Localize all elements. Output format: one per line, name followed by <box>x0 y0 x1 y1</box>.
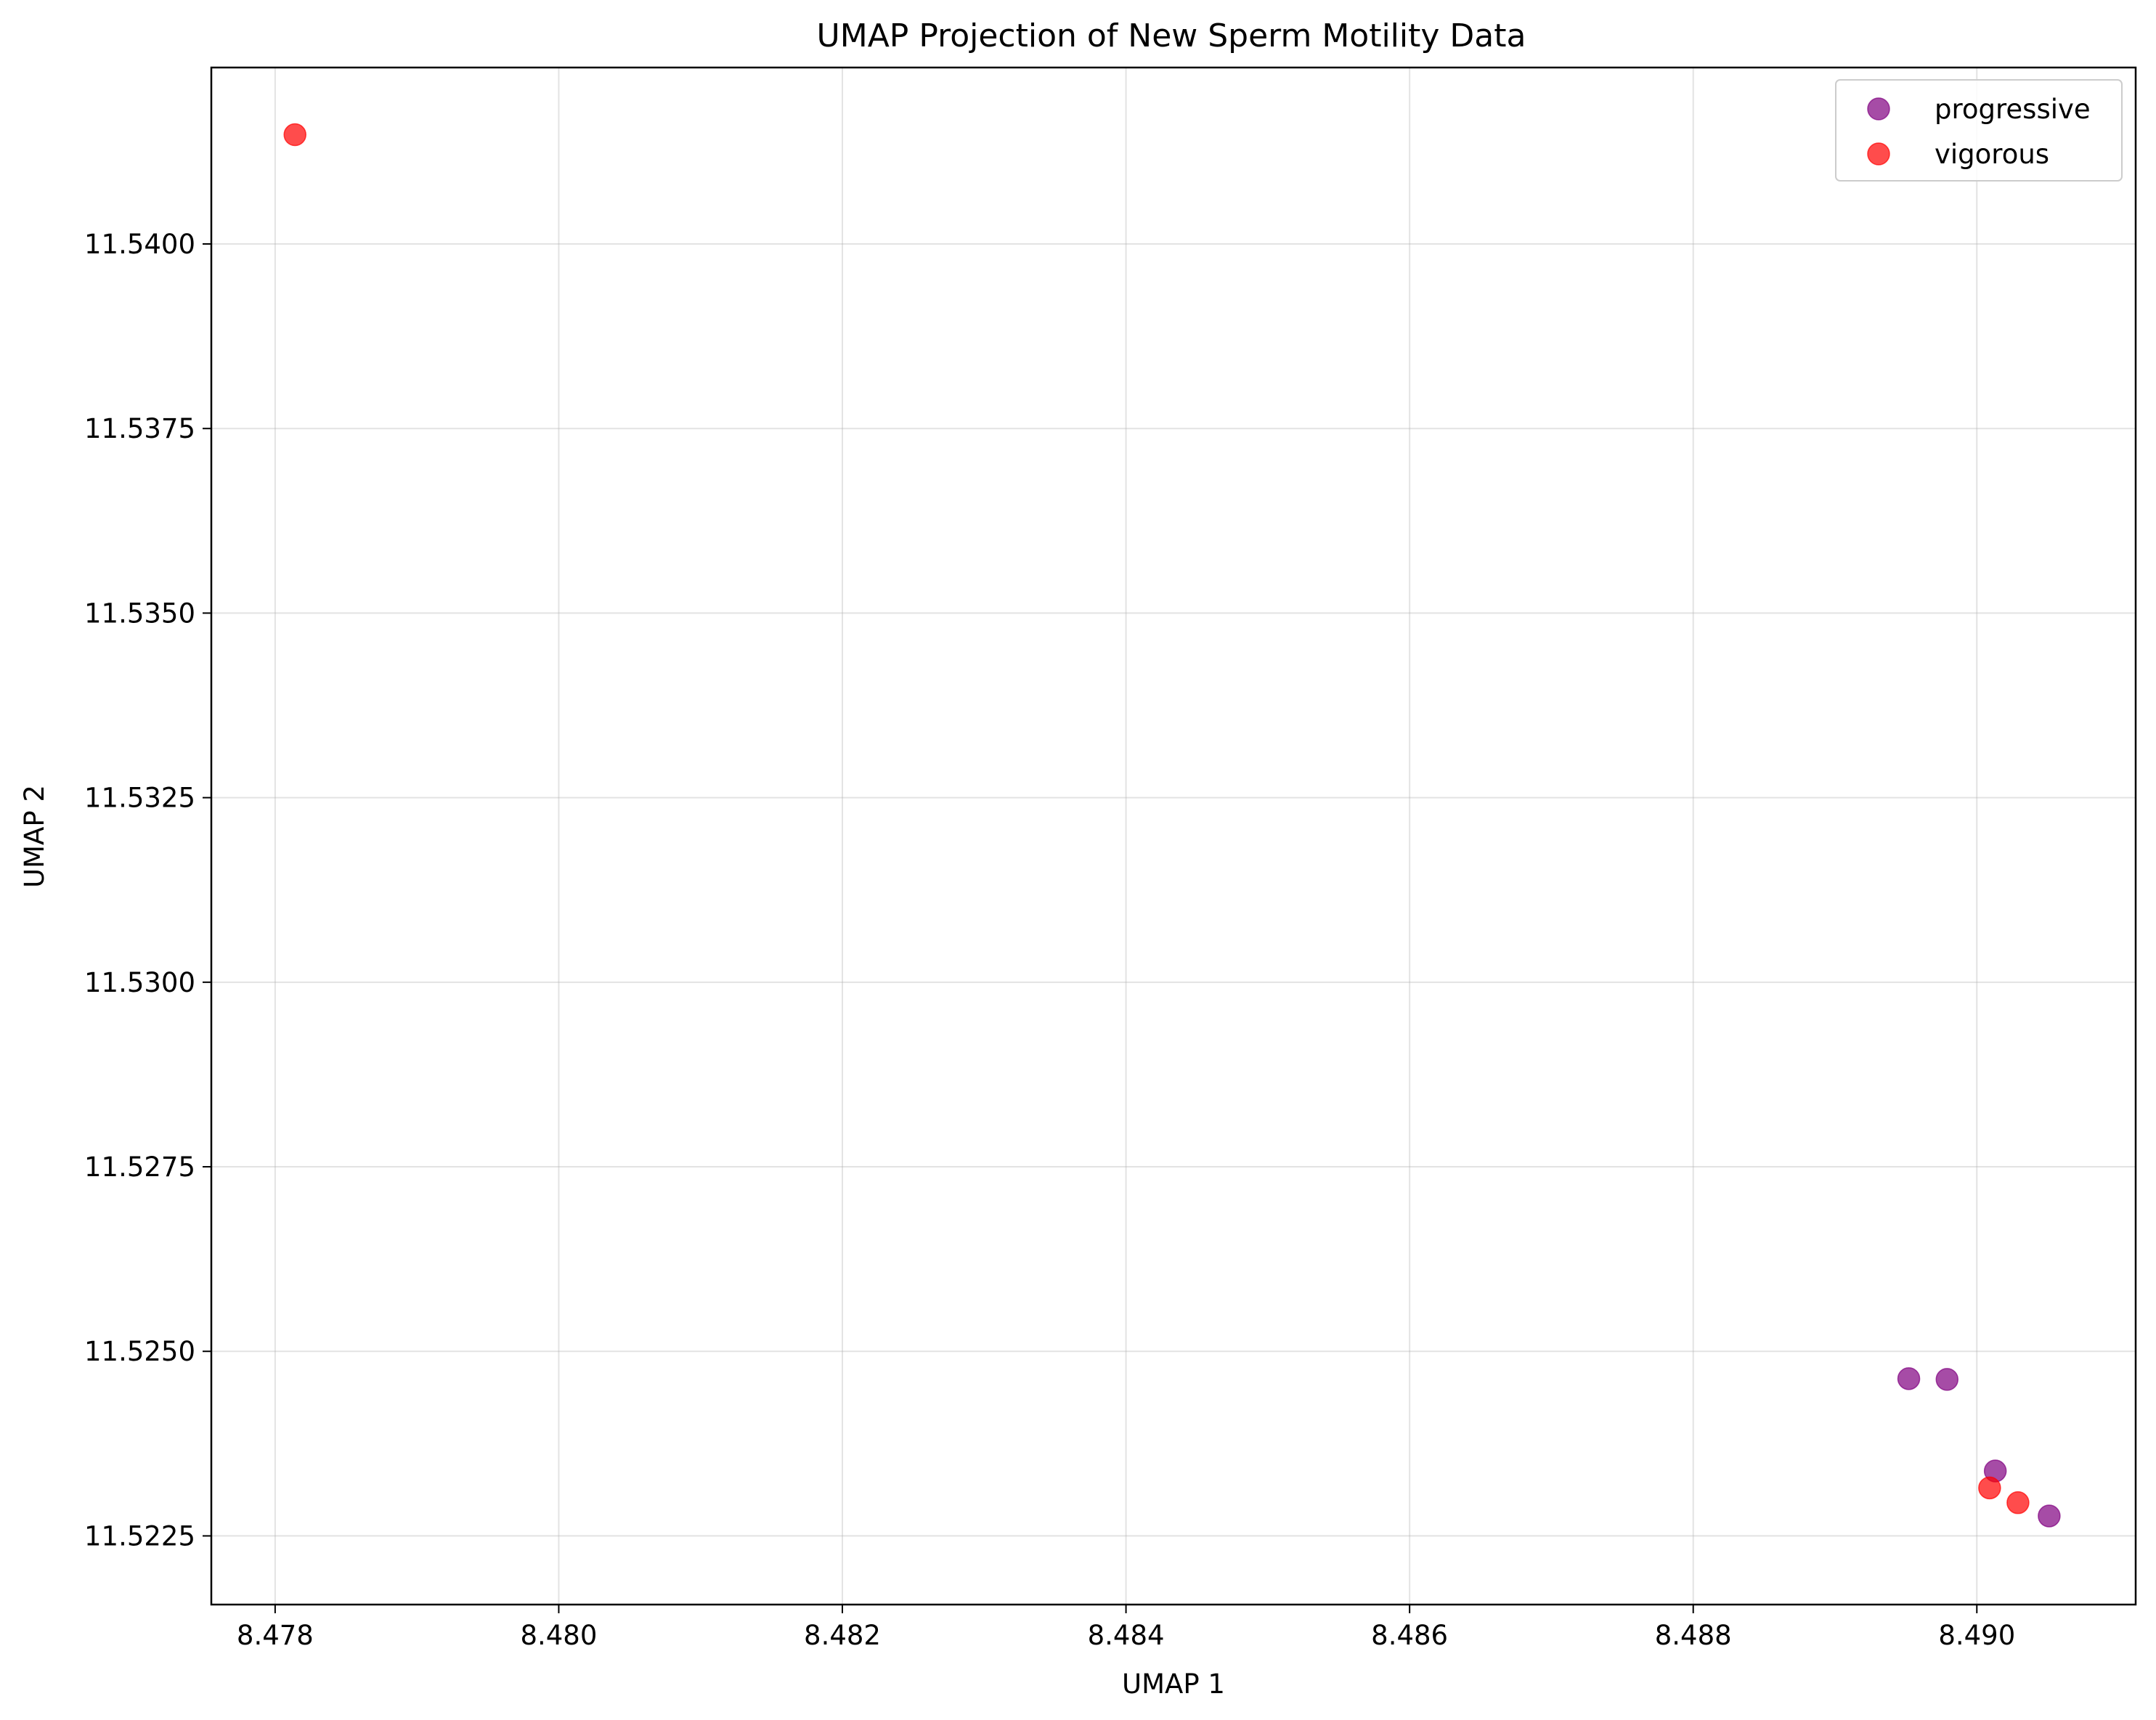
chart-title: UMAP Projection of New Sperm Motility Da… <box>817 17 1526 54</box>
y-tick-label: 11.5275 <box>84 1152 195 1183</box>
y-tick-label: 11.5250 <box>84 1336 195 1367</box>
scatter-point-vigorous <box>2006 1491 2030 1515</box>
y-tick-label: 11.5400 <box>84 229 195 260</box>
x-tick-label: 8.478 <box>237 1620 314 1651</box>
y-axis-ticks: 11.5225 11.5250 11.5275 11.5300 11.5325 11.53… <box>84 229 211 1552</box>
y-tick-label: 11.5300 <box>84 967 195 998</box>
y-tick-label: 11.5350 <box>84 598 195 629</box>
y-axis-label: UMAP 2 <box>19 785 50 888</box>
scatter-point-progressive <box>1935 1368 1959 1391</box>
legend-label-progressive: progressive <box>1935 94 2091 125</box>
x-axis-label: UMAP 1 <box>1122 1668 1225 1700</box>
scatter-points <box>283 123 2061 1528</box>
legend: progressive vigorous <box>1835 79 2123 182</box>
scatter-point-vigorous <box>1978 1476 2001 1500</box>
scatter-point-progressive <box>2038 1504 2061 1528</box>
y-tick-label: 11.5375 <box>84 413 195 444</box>
legend-label-vigorous: vigorous <box>1935 139 2049 170</box>
plot-frame <box>210 66 2137 1606</box>
legend-entries: progressive vigorous <box>1867 94 2091 170</box>
y-tick-label: 11.5225 <box>84 1520 195 1552</box>
scatter-point-progressive <box>1897 1367 1921 1390</box>
x-tick-label: 8.488 <box>1655 1620 1732 1651</box>
x-tick-label: 8.490 <box>1938 1620 2015 1651</box>
x-tick-label: 8.480 <box>520 1620 597 1651</box>
scatter-point-vigorous <box>283 123 306 147</box>
x-tick-label: 8.484 <box>1088 1620 1165 1651</box>
grid <box>211 68 2136 1605</box>
legend-marker-vigorous <box>1867 142 1890 166</box>
plot-area <box>211 68 2136 1605</box>
x-tick-label: 8.486 <box>1371 1620 1448 1651</box>
legend-marker-progressive <box>1867 97 1890 121</box>
y-tick-label: 11.5325 <box>84 783 195 814</box>
legend-box <box>1835 79 2123 182</box>
x-axis-ticks: 8.478 8.480 8.482 8.484 8.486 8.488 8.490 <box>237 1605 2015 1651</box>
x-tick-label: 8.482 <box>804 1620 881 1651</box>
